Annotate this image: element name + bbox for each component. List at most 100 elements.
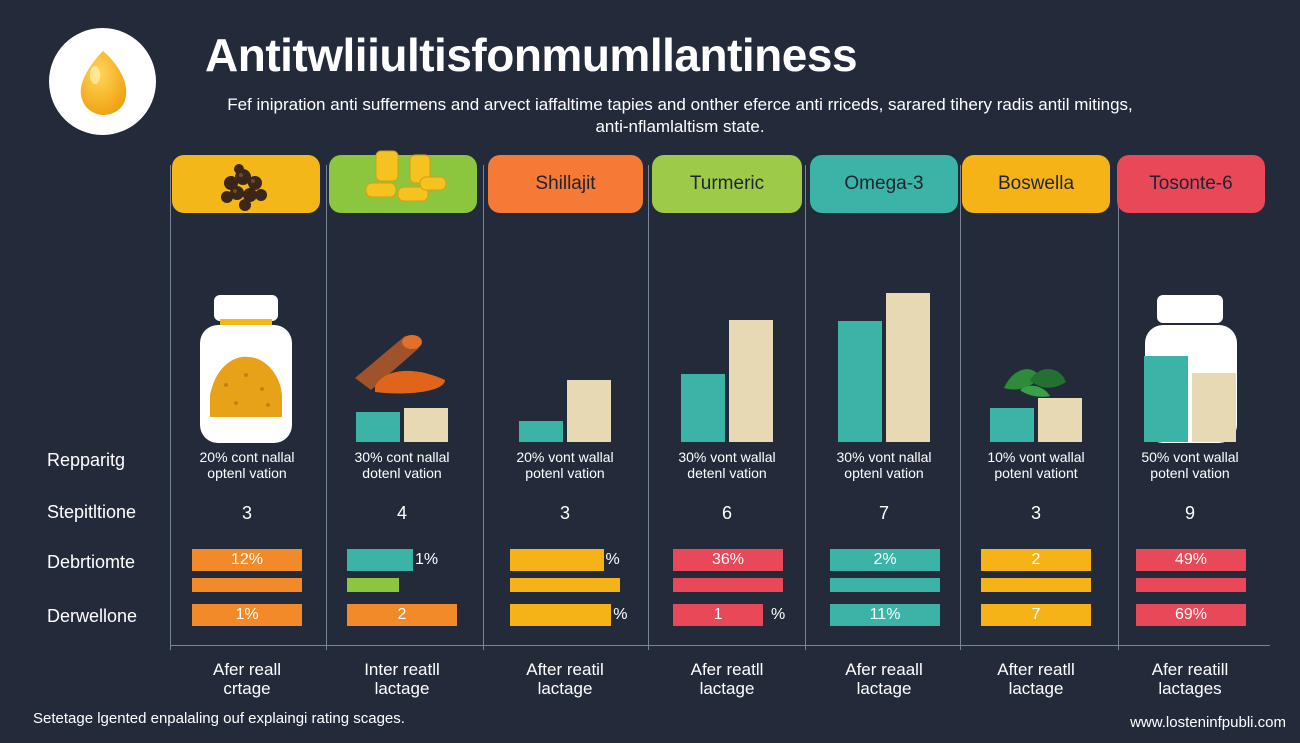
column-header-label: Shillajit — [535, 173, 596, 194]
debrtiomte-value: % — [605, 551, 620, 568]
debrtiomte-bar — [347, 549, 413, 571]
debrtiomte-value: 49% — [1174, 551, 1208, 568]
vertical-bar-before — [990, 408, 1034, 442]
footer-url[interactable]: www.losteninfpubli.com — [1130, 714, 1286, 731]
turmeric-root-icon — [355, 335, 445, 394]
page-subtitle: Fef inipration anti suffermens and arvec… — [170, 94, 1190, 138]
derwellone-value: 2 — [397, 606, 407, 623]
subtitle-line-1: Fef inipration anti suffermens and arvec… — [227, 95, 1133, 114]
percent-sign: % — [771, 606, 786, 623]
note-line-1: 20% vont wallal — [516, 449, 614, 465]
debrtiomte-sub-bar — [981, 578, 1091, 592]
column-divider — [483, 165, 484, 650]
debrtiomte-bar: 2 — [981, 549, 1091, 571]
note-line-1: 50% vont wallal — [1141, 449, 1239, 465]
vertical-bar-after — [1038, 397, 1082, 442]
debrtiomte-value: 12% — [230, 551, 264, 568]
stepitione-value: 7 — [878, 503, 889, 523]
debrtiomte-value: 2 — [1031, 551, 1041, 568]
bottom-label-line-2: lactage — [374, 679, 430, 698]
column-divider — [960, 165, 961, 650]
bottom-label-line-2: lactages — [1158, 679, 1222, 698]
note-line-1: 30% vont wallal — [678, 449, 776, 465]
bottom-label-line-1: Afer reall — [212, 660, 282, 679]
vertical-bar-after — [1192, 373, 1236, 442]
column-divider — [648, 165, 649, 650]
row-label-debrtiomte: Debrtiomte — [47, 552, 136, 572]
baseline — [170, 645, 1270, 646]
derwellone-bar — [510, 604, 612, 626]
debrtiomte-sub-bar — [347, 578, 399, 592]
bottom-label-line-1: Inter reatll — [364, 660, 440, 679]
row-label-repparitg: Repparitg — [47, 450, 126, 470]
bottom-label-line-1: Afer reatill — [1151, 660, 1229, 679]
debrtiomte-bar — [510, 549, 604, 571]
debrtiomte-sub-bar — [830, 578, 940, 592]
bottom-label-line-2: lactage — [537, 679, 593, 698]
note-line-1: 30% cont nallal — [354, 449, 450, 465]
vertical-bar-before — [681, 374, 725, 442]
column-header-4: Turmeric — [652, 155, 802, 213]
derwellone-value: 69% — [1174, 606, 1208, 623]
potentiation-note: 20% cont nallal optenl vation — [177, 449, 317, 481]
row-label-stepitltione: Stepitltione — [47, 502, 137, 522]
potentiation-note: 20% vont wallal potenl vation — [495, 449, 635, 481]
column-divider — [170, 165, 171, 650]
debrtiomte-sub-bar — [673, 578, 783, 592]
vertical-bar-before — [356, 412, 400, 442]
derwellone-bar: 2 — [347, 604, 457, 626]
potentiation-note: 10% vont wallal potenl vationt — [966, 449, 1106, 481]
derwellone-bar: 11% — [830, 604, 940, 626]
column-header-label: Boswella — [997, 173, 1075, 194]
column-header-2 — [329, 150, 477, 213]
page-title: Antitwliiultisfonmumllantiness — [205, 29, 858, 81]
column-header-5: Omega-3 — [810, 155, 958, 213]
potentiation-note: 30% vont nallal optenl vation — [814, 449, 954, 481]
logo-badge — [49, 28, 156, 135]
bottom-label: Afer reatll lactage — [657, 660, 797, 698]
row-label-derwellone: Derwellone — [47, 606, 138, 626]
derwellone-bar: 1% — [192, 604, 302, 626]
debrtiomte-value: 2% — [873, 551, 897, 568]
vertical-bar-after — [404, 408, 448, 442]
note-line-2: optenl vation — [207, 465, 287, 481]
bottom-label: After reatll lactage — [966, 660, 1106, 698]
vertical-bar-after — [886, 292, 930, 442]
stepitione-value: 3 — [559, 503, 570, 523]
debrtiomte-bar: 49% — [1136, 549, 1246, 571]
derwellone-bar: 69% — [1136, 604, 1246, 626]
stepitione-value: 9 — [1184, 503, 1195, 523]
bottom-label: Afer reaall lactage — [814, 660, 954, 698]
turmeric-jar-icon — [200, 295, 292, 443]
debrtiomte-bar: 2% — [830, 549, 940, 571]
stepitione-value: 3 — [241, 503, 252, 523]
derwellone-value: % — [613, 606, 628, 623]
bottom-label-line-1: Afer reaall — [845, 660, 923, 679]
column-divider — [805, 165, 806, 650]
bottom-label-line-2: lactage — [856, 679, 912, 698]
bottom-label-line-1: Afer reatll — [690, 660, 764, 679]
bottom-label: Afer reatill lactages — [1120, 660, 1260, 698]
debrtiomte-value: 1% — [415, 551, 439, 568]
note-line-1: 30% vont nallal — [836, 449, 932, 465]
footer-note: Setetage lgented enpalaling ouf explaing… — [33, 710, 405, 727]
debrtiomte-sub-bar — [1136, 578, 1246, 592]
bottom-label-line-2: lactage — [1008, 679, 1064, 698]
bottom-label: Inter reatll lactage — [332, 660, 472, 698]
potentiation-note: 30% vont wallal detenl vation — [657, 449, 797, 481]
derwellone-value: 1% — [235, 606, 259, 623]
vertical-bar-after — [729, 319, 773, 442]
column-header-1 — [172, 155, 320, 213]
potentiation-note: 30% cont nallal dotenl vation — [332, 449, 472, 481]
note-line-1: 20% cont nallal — [199, 449, 295, 465]
note-line-1: 10% vont wallal — [987, 449, 1085, 465]
capsule-drop-icon — [80, 50, 126, 115]
bottom-label: After reatil lactage — [495, 660, 635, 698]
column-header-label: Omega-3 — [844, 173, 924, 194]
column-divider — [1118, 165, 1119, 650]
debrtiomte-bar: 36% — [673, 549, 783, 571]
debrtiomte-sub-bar — [510, 578, 620, 592]
boswellia-leaf-icon — [1004, 368, 1066, 397]
note-line-2: optenl vation — [844, 465, 924, 481]
vertical-bar-after — [567, 379, 611, 442]
